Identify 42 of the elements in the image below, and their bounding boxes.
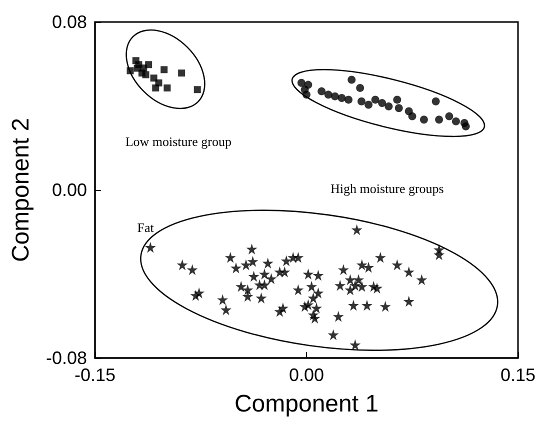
point (152, 84, 160, 92)
x-tick-label: 0.15 (500, 365, 536, 385)
x-tick-label: 0.00 (288, 365, 324, 385)
point (160, 66, 168, 74)
point (178, 70, 186, 77)
point (194, 86, 201, 94)
point (300, 86, 309, 94)
point (432, 97, 440, 106)
point (384, 102, 393, 110)
point (356, 84, 364, 92)
y-axis-title: Component 2 (8, 118, 34, 262)
y-tick-label: 0.00 (52, 180, 87, 200)
point (134, 64, 141, 72)
point (420, 116, 428, 124)
point (348, 76, 356, 84)
point (318, 87, 326, 96)
point (330, 92, 339, 100)
point (452, 117, 460, 126)
point (462, 122, 470, 130)
point (358, 97, 366, 106)
annotation: High moisture groups (330, 180, 444, 197)
point (393, 96, 402, 104)
annotation: Low moisture group (125, 134, 232, 150)
annotation: Fat (137, 220, 154, 236)
point (164, 84, 171, 92)
point (364, 100, 373, 109)
point (408, 112, 416, 120)
point (344, 96, 353, 104)
point (371, 96, 380, 104)
point (297, 78, 306, 87)
y-tick-label: -0.08 (46, 348, 87, 368)
point (394, 104, 403, 112)
point (324, 90, 332, 99)
point (445, 112, 454, 120)
point (378, 99, 386, 108)
point (142, 71, 150, 78)
point (435, 116, 444, 124)
point (145, 61, 152, 68)
x-tick-label: -0.15 (74, 365, 116, 385)
x-axis-title: Component 1 (234, 390, 379, 418)
y-tick-label: 0.08 (52, 12, 87, 32)
point (338, 94, 346, 102)
